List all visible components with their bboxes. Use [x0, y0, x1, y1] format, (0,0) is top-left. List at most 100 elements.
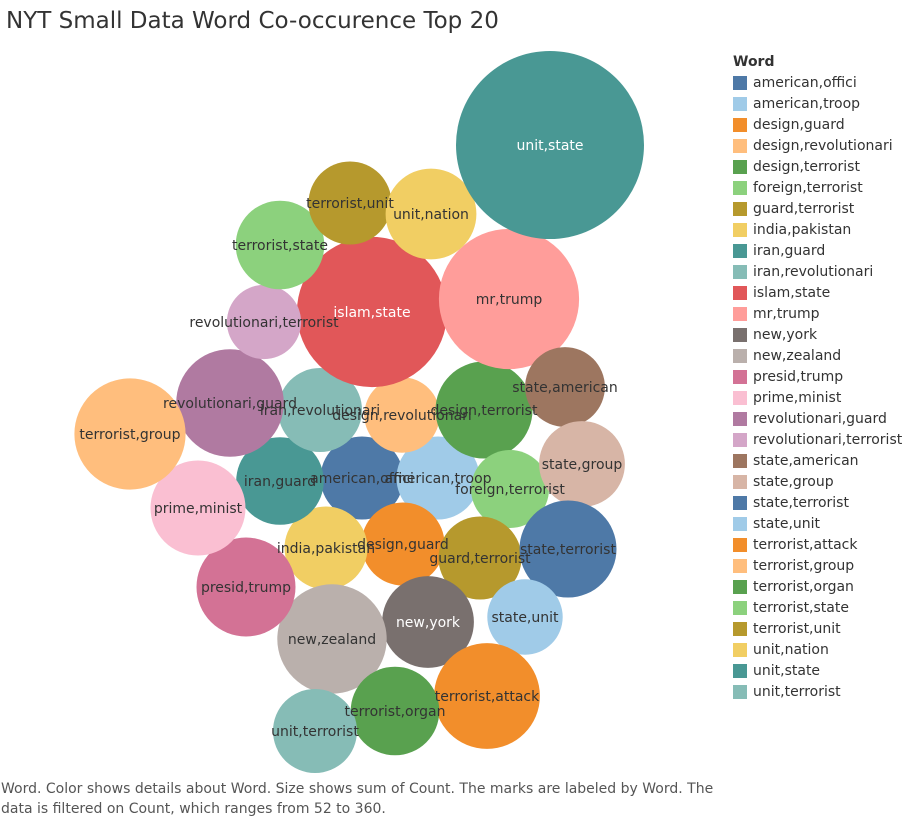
- legend-label: state,terrorist: [753, 494, 849, 511]
- legend-label: mr,trump: [753, 305, 820, 322]
- legend-item-terrorist-unit[interactable]: terrorist,unit: [733, 618, 902, 639]
- legend-item-terrorist-attack[interactable]: terrorist,attack: [733, 534, 902, 555]
- bubble-design-revolutionari[interactable]: [364, 377, 440, 453]
- legend-label: iran,guard: [753, 242, 826, 259]
- legend-item-iran-revolutionari[interactable]: iran,revolutionari: [733, 261, 902, 282]
- bubble-label-state-terrorist: state,terrorist: [520, 542, 616, 558]
- bubble-iran-guard[interactable]: [236, 437, 324, 525]
- legend-swatch: [733, 180, 747, 195]
- bubble-marks: [74, 51, 644, 773]
- legend-label: state,group: [753, 473, 834, 490]
- bubble-terrorist-attack[interactable]: [434, 643, 540, 749]
- bubble-guard-terrorist[interactable]: [438, 516, 522, 600]
- bubble-revolutionari-guard[interactable]: [176, 349, 284, 457]
- legend-item-state-american[interactable]: state,american: [733, 450, 902, 471]
- legend-item-revolutionari-guard[interactable]: revolutionari,guard: [733, 408, 902, 429]
- legend-item-state-unit[interactable]: state,unit: [733, 513, 902, 534]
- bubble-label-foreign-terrorist: foreign,terrorist: [455, 482, 565, 498]
- bubble-unit-nation[interactable]: [385, 168, 477, 260]
- legend-item-prime-minist[interactable]: prime,minist: [733, 387, 902, 408]
- legend-swatch: [733, 369, 747, 384]
- legend-swatch: [733, 558, 747, 573]
- legend-label: india,pakistan: [753, 221, 852, 238]
- legend-item-design-guard[interactable]: design,guard: [733, 114, 902, 135]
- bubble-foreign-terrorist[interactable]: [471, 450, 549, 528]
- legend-label: unit,nation: [753, 641, 829, 658]
- legend-items: american,offici american,troop design,guar…: [733, 72, 902, 702]
- legend-item-unit-terrorist[interactable]: unit,terrorist: [733, 681, 902, 702]
- bubble-label-new-zealand: new,zealand: [288, 632, 376, 648]
- bubble-new-york[interactable]: [382, 576, 474, 668]
- legend-item-terrorist-state[interactable]: terrorist,state: [733, 597, 902, 618]
- legend-item-unit-nation[interactable]: unit,nation: [733, 639, 902, 660]
- legend-item-guard-terrorist[interactable]: guard,terrorist: [733, 198, 902, 219]
- legend-item-islam-state[interactable]: islam,state: [733, 282, 902, 303]
- legend-item-american-offici[interactable]: american,offici: [733, 72, 902, 93]
- legend-item-revolutionari-terrorist[interactable]: revolutionari,terrorist: [733, 429, 902, 450]
- legend-swatch: [733, 411, 747, 426]
- legend-item-design-revolutionari[interactable]: design,revolutionari: [733, 135, 902, 156]
- legend-label: foreign,terrorist: [753, 179, 863, 196]
- bubble-prime-minist[interactable]: [150, 460, 246, 556]
- bubble-state-american[interactable]: [525, 347, 605, 427]
- bubble-label-india-pakistan: india,pakistan: [277, 541, 375, 557]
- bubble-american-troop[interactable]: [396, 436, 480, 520]
- bubble-label-iran-revolutionari: iran,revolutionari: [260, 403, 380, 419]
- legend-swatch: [733, 537, 747, 552]
- legend-swatch: [733, 117, 747, 132]
- bubble-label-unit-state: unit,state: [516, 138, 583, 154]
- legend-item-state-terrorist[interactable]: state,terrorist: [733, 492, 902, 513]
- chart-title: NYT Small Data Word Co-occurence Top 20: [6, 8, 499, 34]
- bubble-state-unit[interactable]: [487, 579, 563, 655]
- legend-item-unit-state[interactable]: unit,state: [733, 660, 902, 681]
- bubble-mr-trump[interactable]: [438, 228, 580, 370]
- bubble-design-terrorist[interactable]: [435, 361, 533, 459]
- legend-swatch: [733, 684, 747, 699]
- bubble-revolutionari-terrorist[interactable]: [226, 284, 302, 360]
- bubble-label-terrorist-organ: terrorist,organ: [345, 704, 446, 720]
- bubble-design-guard[interactable]: [361, 502, 445, 586]
- bubble-presid-trump[interactable]: [196, 537, 296, 637]
- bubble-unit-terrorist[interactable]: [273, 689, 357, 773]
- legend-item-american-troop[interactable]: american,troop: [733, 93, 902, 114]
- bubble-terrorist-group[interactable]: [74, 378, 186, 490]
- bubble-new-zealand[interactable]: [277, 584, 387, 694]
- legend-item-terrorist-organ[interactable]: terrorist,organ: [733, 576, 902, 597]
- legend-item-india-pakistan[interactable]: india,pakistan: [733, 219, 902, 240]
- legend-item-mr-trump[interactable]: mr,trump: [733, 303, 902, 324]
- legend-item-design-terrorist[interactable]: design,terrorist: [733, 156, 902, 177]
- bubble-label-state-group: state,group: [542, 457, 623, 473]
- legend-item-terrorist-group[interactable]: terrorist,group: [733, 555, 902, 576]
- legend-label: revolutionari,guard: [753, 410, 887, 427]
- bubble-india-pakistan[interactable]: [284, 506, 368, 590]
- legend-swatch: [733, 96, 747, 111]
- bubble-terrorist-unit[interactable]: [308, 161, 392, 245]
- legend-item-presid-trump[interactable]: presid,trump: [733, 366, 902, 387]
- bubble-iran-revolutionari[interactable]: [278, 368, 362, 452]
- bubble-terrorist-state[interactable]: [235, 200, 325, 290]
- legend-swatch: [733, 516, 747, 531]
- bubble-terrorist-organ[interactable]: [350, 666, 440, 756]
- legend-label: design,revolutionari: [753, 137, 893, 154]
- bubble-unit-state[interactable]: [456, 51, 644, 239]
- legend-swatch: [733, 453, 747, 468]
- legend-item-iran-guard[interactable]: iran,guard: [733, 240, 902, 261]
- legend-label: unit,state: [753, 662, 821, 679]
- legend-label: terrorist,attack: [753, 536, 858, 553]
- legend-item-foreign-terrorist[interactable]: foreign,terrorist: [733, 177, 902, 198]
- bubble-islam-state[interactable]: [296, 236, 448, 388]
- legend-item-state-group[interactable]: state,group: [733, 471, 902, 492]
- legend-swatch: [733, 432, 747, 447]
- legend-swatch: [733, 348, 747, 363]
- bubble-label-terrorist-group: terrorist,group: [79, 427, 180, 443]
- legend-swatch: [733, 495, 747, 510]
- bubble-label-terrorist-attack: terrorist,attack: [435, 689, 540, 705]
- bubble-state-terrorist[interactable]: [519, 500, 617, 598]
- legend-item-new-york[interactable]: new,york: [733, 324, 902, 345]
- bubble-label-new-york: new,york: [396, 615, 461, 631]
- legend-item-new-zealand[interactable]: new,zealand: [733, 345, 902, 366]
- legend-swatch: [733, 201, 747, 216]
- legend-label: american,offici: [753, 74, 857, 91]
- bubble-american-offici[interactable]: [320, 436, 404, 520]
- bubble-state-group[interactable]: [539, 421, 625, 507]
